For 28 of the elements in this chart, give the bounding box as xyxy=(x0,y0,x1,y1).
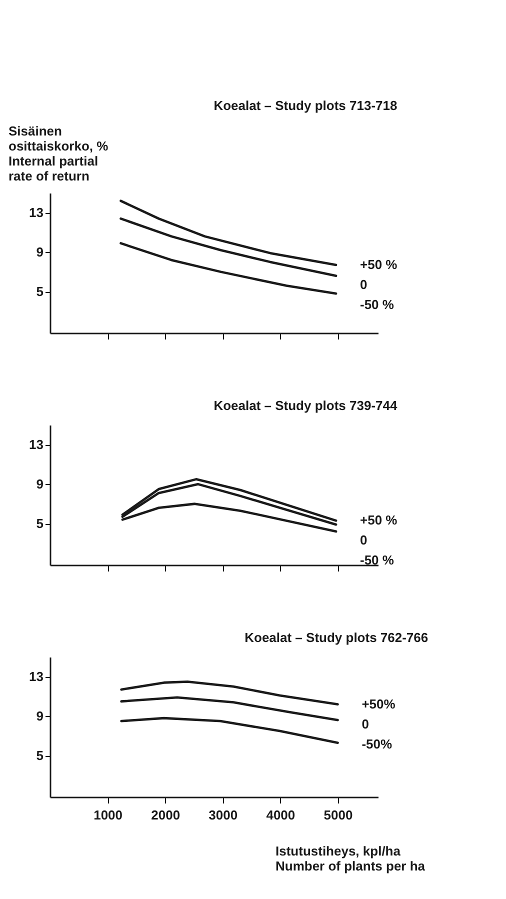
y-axis-title: Sisäinen osittaiskorko, % Internal partial rate of return xyxy=(8,124,109,184)
series-label: -50 % xyxy=(360,296,394,312)
chart-title: Koealat – Study plots 713-718 xyxy=(214,98,398,113)
chart-title: Koealat – Study plots 762-766 xyxy=(244,630,428,645)
x-axis-title: Istutustiheys, kpl/ha Number of plants per ha xyxy=(276,844,426,874)
y-tick-label: 5 xyxy=(36,516,44,532)
y-tick-label: 9 xyxy=(36,244,44,260)
x-tick-label: 3000 xyxy=(208,808,238,822)
y-tick-label: 13 xyxy=(29,437,44,452)
series-label: 0 xyxy=(360,276,368,292)
y-tick-label: 9 xyxy=(36,476,44,492)
x-tick-label: 5000 xyxy=(324,808,353,822)
series-label: 0 xyxy=(360,532,368,548)
text: -50 % xyxy=(360,552,394,568)
y-tick-label: 13 xyxy=(29,205,44,220)
chart-title: Koealat – Study plots 739-744 xyxy=(214,398,398,413)
y-tick-label: 9 xyxy=(36,708,44,724)
x-tick-label: 4000 xyxy=(266,808,296,822)
series-label: +50% xyxy=(362,696,396,712)
y-tick-label: 5 xyxy=(36,748,44,764)
y-tick-label: 13 xyxy=(29,669,44,684)
y-tick-label: 5 xyxy=(36,284,44,300)
series-label: -50% xyxy=(362,736,393,752)
x-tick-label: 2000 xyxy=(151,808,180,822)
series-label: +50 % xyxy=(360,512,398,528)
x-tick-label: 1000 xyxy=(94,808,123,822)
series-label: +50 % xyxy=(360,256,398,272)
series-label: 0 xyxy=(362,716,369,732)
